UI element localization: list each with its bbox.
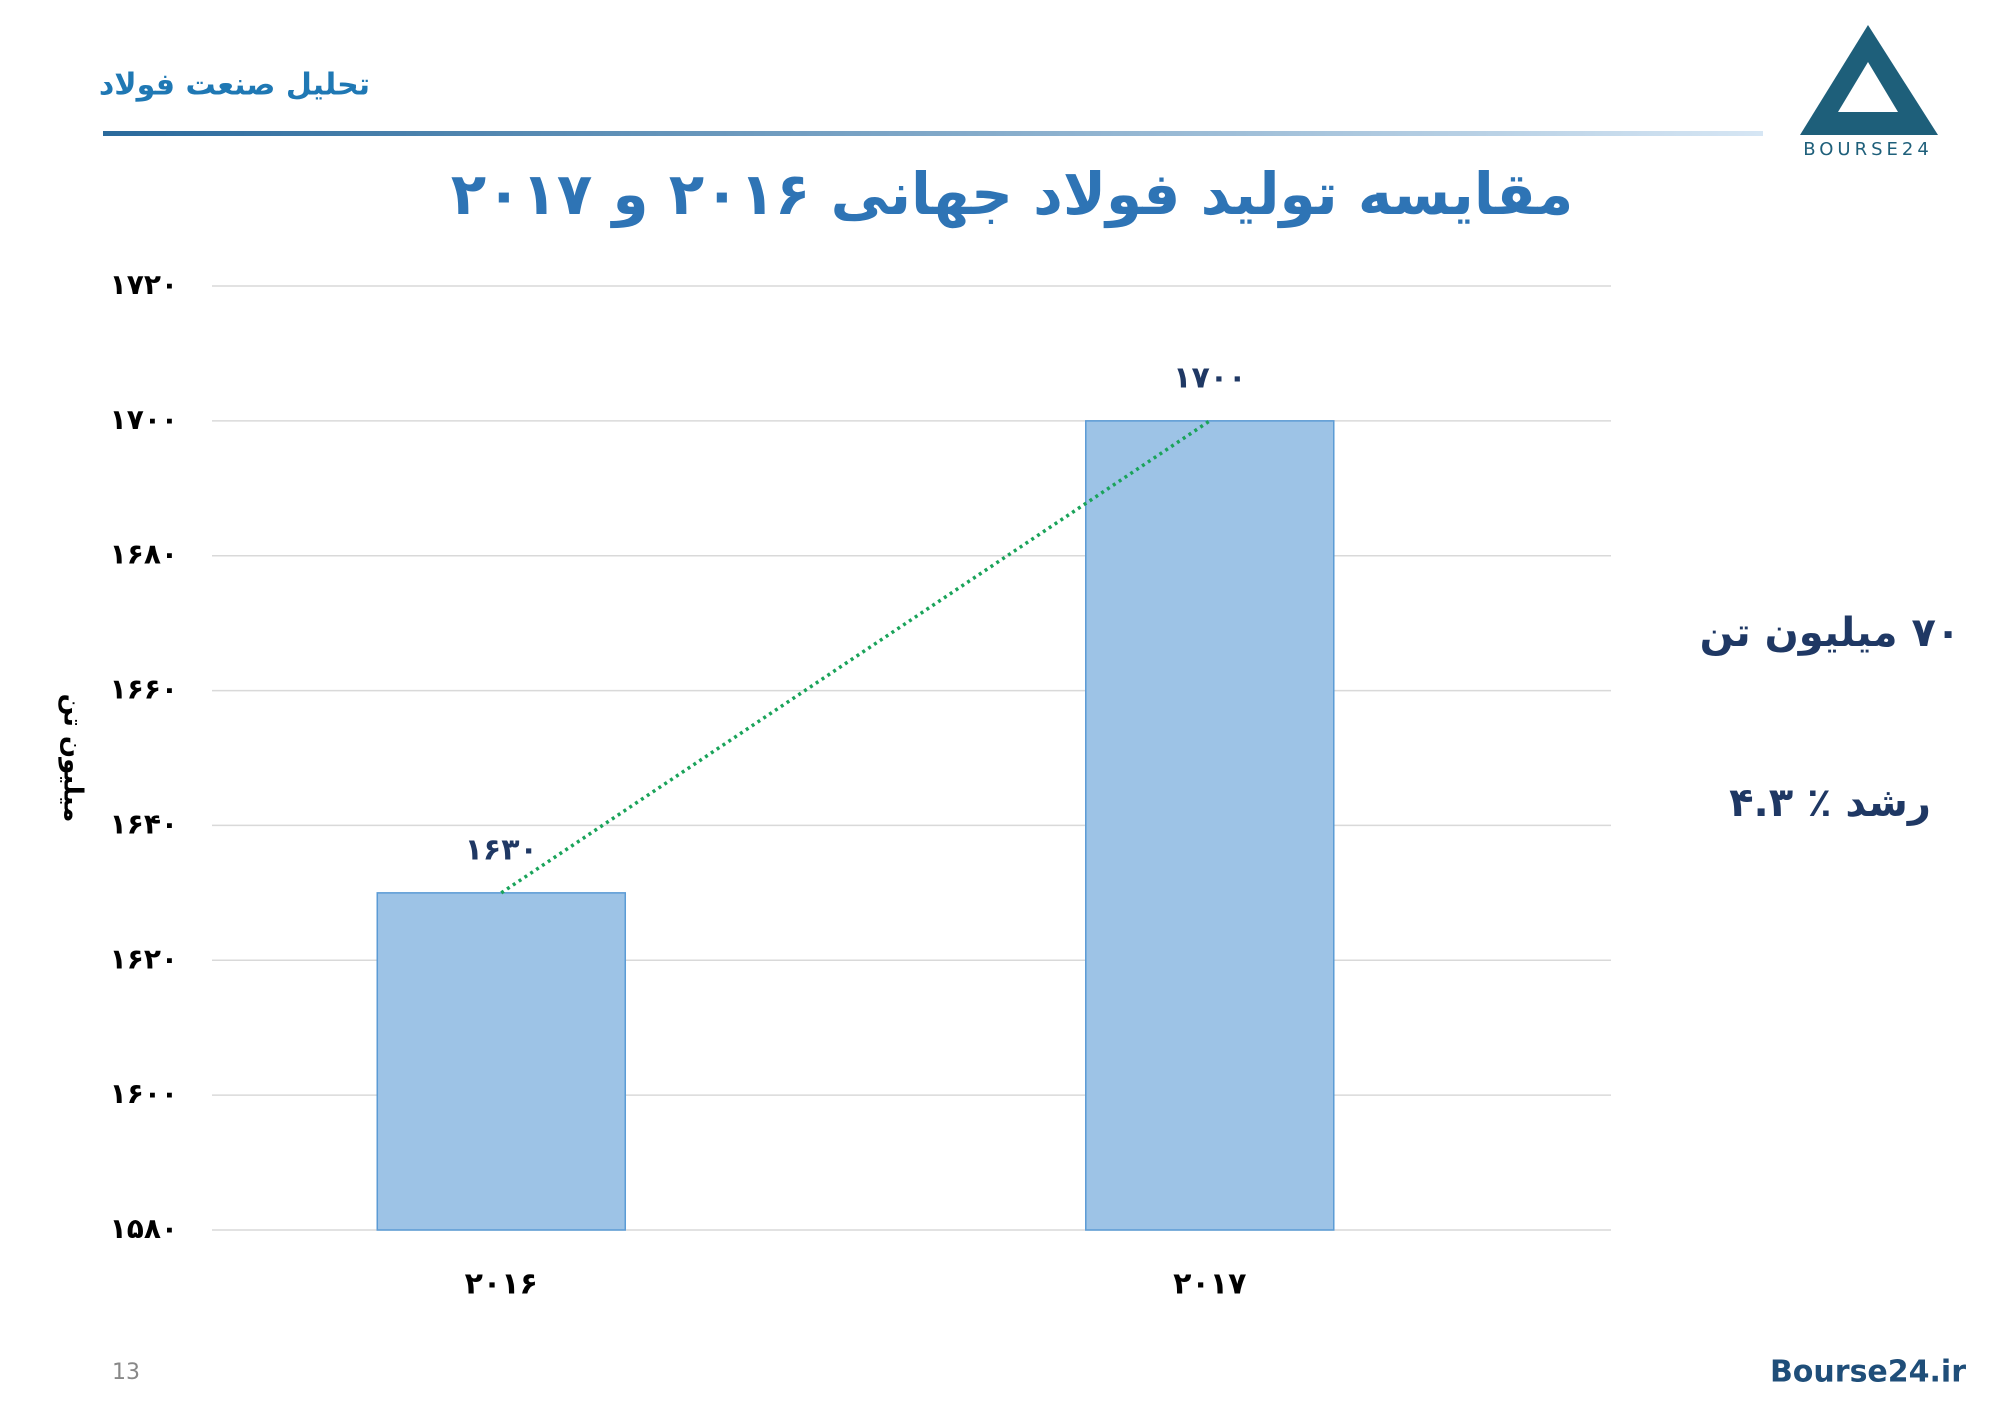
logo-text: BOURSE24	[1803, 139, 1933, 160]
x-tick-label: ۲۰۱۶	[465, 1267, 538, 1302]
bar	[376, 892, 627, 1231]
y-tick-label: ۱۶۲۰	[110, 942, 178, 975]
logo: BOURSE24	[1800, 25, 1938, 160]
page-number: 13	[112, 1360, 140, 1385]
header-line	[103, 131, 1763, 136]
y-tick-label: ۱۶۶۰	[110, 673, 178, 706]
y-tick-label: ۱۵۸۰	[110, 1212, 178, 1245]
y-axis-label: میلیون تن	[58, 694, 88, 823]
trend-line	[500, 419, 1211, 895]
data-label: ۱۷۰۰	[1173, 360, 1246, 395]
y-tick-label: ۱۶۸۰	[110, 538, 178, 571]
annotation: ۷۰ میلیون تن	[1700, 610, 1961, 656]
chart-title: مقایسه تولید فولاد جهانی ۲۰۱۶ و ۲۰۱۷	[451, 160, 1574, 229]
y-tick-label: ۱۷۰۰	[110, 403, 178, 436]
y-tick-label: ۱۶۴۰	[110, 807, 178, 840]
y-tick-label: ۱۶۰۰	[110, 1077, 178, 1110]
y-tick-label: ۱۷۲۰	[110, 268, 178, 301]
x-tick-label: ۲۰۱۷	[1173, 1267, 1246, 1302]
bar	[1085, 420, 1335, 1231]
footer-site: Bourse24.ir	[1770, 1355, 1966, 1390]
data-label: ۱۶۳۰	[465, 832, 538, 867]
header-subtitle: تحلیل صنعت فولاد	[99, 68, 370, 103]
annotation: رشد ٪ ۴.۳	[1729, 780, 1931, 826]
